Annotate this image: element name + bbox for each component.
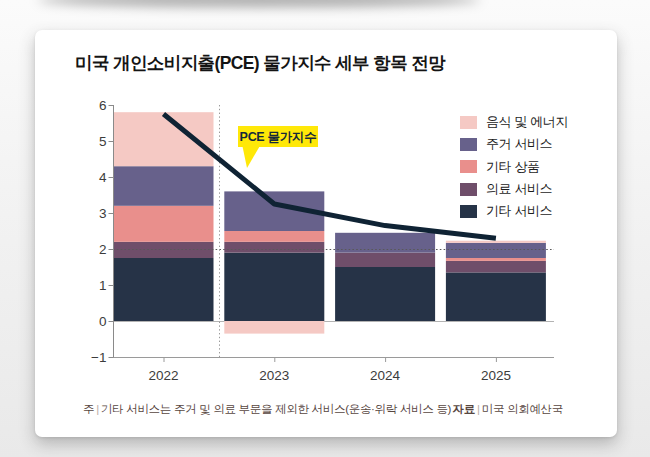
y-tick-label: 1: [99, 278, 107, 293]
bar-segment: [114, 112, 214, 166]
bar-segment: [446, 258, 546, 261]
legend-item: 의료 서비스: [460, 178, 568, 200]
bar-segment: [335, 267, 435, 321]
bar-segment: [446, 272, 546, 321]
top-shadow-smudge: [38, 0, 480, 7]
bar-segment: [446, 243, 546, 258]
legend-label: 기타 서비스: [486, 202, 552, 220]
bar-segment: [446, 241, 546, 243]
legend-item: 음식 및 에너지: [460, 111, 568, 133]
legend-swatch: [460, 138, 477, 151]
bar-segment: [335, 253, 435, 267]
legend-swatch: [460, 160, 477, 173]
y-tick-label: −1: [91, 350, 106, 365]
legend-label: 기타 상품: [486, 158, 540, 176]
note-text: 기타 서비스는 주거 및 의료 부문을 제외한 서비스(운송·위락 서비스 등): [101, 403, 451, 415]
x-tick-label: 2022: [148, 368, 178, 383]
callout-text: PCE 물가지수: [240, 130, 317, 144]
note-separator: |: [94, 403, 101, 415]
chart-card: 미국 개인소비지출(PCE) 물가지수 세부 항목 전망 −1012345620…: [35, 30, 617, 437]
bar-segment: [446, 261, 546, 273]
bar-segment: [224, 242, 324, 253]
bar-segment: [114, 206, 214, 242]
source-label: 자료: [453, 403, 475, 415]
legend-swatch: [460, 205, 477, 218]
chart-plot: −1 0 1 2 3 4 5 6 2022 2023 2024 2025 PCE 물가지수: [35, 30, 617, 437]
note-label: 주: [83, 403, 94, 415]
y-tick-label: 0: [99, 314, 107, 329]
legend-swatch: [460, 183, 477, 196]
bar-segment: [224, 253, 324, 321]
footnote-source: 자료|미국 의회예산국: [453, 402, 563, 417]
y-tick-label: 6: [99, 98, 107, 113]
bar-segment: [114, 166, 214, 206]
legend-label: 음식 및 에너지: [486, 113, 568, 131]
legend-item: 주거 서비스: [460, 133, 568, 155]
y-tick-label: 4: [99, 170, 107, 185]
source-separator: |: [475, 403, 482, 415]
footnote-note: 주|기타 서비스는 주거 및 의료 부문을 제외한 서비스(운송·위락 서비스 …: [83, 402, 451, 417]
bar-segment: [224, 321, 324, 334]
bar-segment: [224, 231, 324, 242]
y-tick-label: 3: [99, 206, 107, 221]
page-background: 미국 개인소비지출(PCE) 물가지수 세부 항목 전망 −1012345620…: [0, 0, 650, 457]
legend-item: 기타 상품: [460, 156, 568, 178]
x-tick-label: 2024: [370, 368, 401, 383]
callout-tail: [242, 144, 261, 168]
legend-item: 기타 서비스: [460, 200, 568, 222]
bar-segment: [114, 258, 214, 321]
chart-legend: 음식 및 에너지주거 서비스기타 상품의료 서비스기타 서비스: [460, 111, 568, 222]
legend-swatch: [460, 116, 477, 129]
y-tick-label: 5: [99, 134, 107, 149]
x-tick-label: 2023: [259, 368, 289, 383]
x-tick-label: 2025: [481, 368, 511, 383]
source-text: 미국 의회예산국: [482, 403, 563, 415]
y-tick-label: 2: [99, 242, 107, 257]
legend-label: 주거 서비스: [486, 135, 552, 153]
legend-label: 의료 서비스: [486, 180, 552, 198]
